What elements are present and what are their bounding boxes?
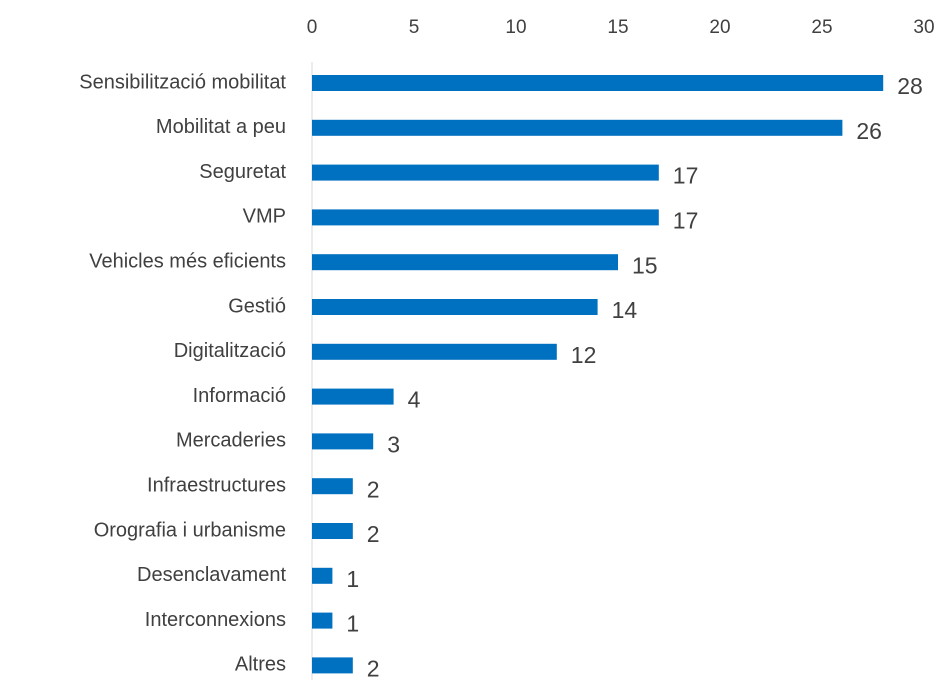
- bar: [312, 612, 333, 629]
- x-tick-label: 5: [409, 17, 420, 38]
- bar: [312, 164, 659, 181]
- data-label: 1: [346, 611, 359, 637]
- y-tick-label: Vehicles més eficients: [89, 250, 286, 272]
- bar: [312, 299, 598, 315]
- bar: [312, 657, 353, 674]
- bar: [312, 478, 353, 495]
- bar: [312, 433, 374, 450]
- data-label: 3: [387, 431, 400, 457]
- data-label: 17: [673, 207, 699, 233]
- bar: [312, 343, 557, 360]
- data-label: 1: [346, 566, 359, 592]
- y-tick-label: Mercaderies: [176, 430, 286, 452]
- y-tick-label: Orografia i urbanisme: [94, 519, 286, 541]
- data-label: 17: [673, 163, 699, 189]
- data-label: 4: [408, 387, 421, 413]
- data-label: 2: [367, 655, 380, 680]
- bar: [312, 523, 353, 539]
- data-label: 2: [367, 521, 380, 547]
- x-tick-label: 30: [913, 17, 934, 38]
- x-tick-label: 25: [811, 17, 832, 38]
- data-label: 14: [612, 297, 638, 323]
- y-tick-label: Infraestructures: [147, 474, 286, 496]
- x-tick-label: 10: [505, 17, 526, 38]
- y-tick-label: Digitalització: [174, 340, 286, 362]
- data-label: 15: [632, 252, 658, 278]
- bar: [312, 567, 333, 584]
- x-tick-label: 20: [709, 17, 730, 38]
- y-tick-label: Interconnexions: [145, 609, 286, 631]
- x-tick-label: 0: [307, 17, 318, 38]
- data-label: 28: [897, 73, 923, 99]
- y-tick-label: Seguretat: [199, 161, 286, 183]
- y-tick-label: Informació: [193, 385, 286, 407]
- data-label: 2: [367, 476, 380, 502]
- y-tick-label: Gestió: [228, 295, 286, 317]
- bar: [312, 75, 884, 91]
- bar: [312, 388, 394, 405]
- bar: [312, 209, 659, 226]
- y-tick-label: Altres: [235, 654, 286, 676]
- bar: [312, 119, 843, 136]
- data-label: 26: [856, 118, 882, 144]
- bar: [312, 254, 618, 271]
- y-tick-label: Sensibilització mobilitat: [79, 71, 286, 93]
- y-tick-label: Desenclavament: [137, 564, 286, 586]
- y-tick-label: Mobilitat a peu: [156, 116, 286, 138]
- data-label: 12: [571, 342, 597, 368]
- x-tick-label: 15: [607, 17, 628, 38]
- y-tick-label: VMP: [243, 206, 286, 228]
